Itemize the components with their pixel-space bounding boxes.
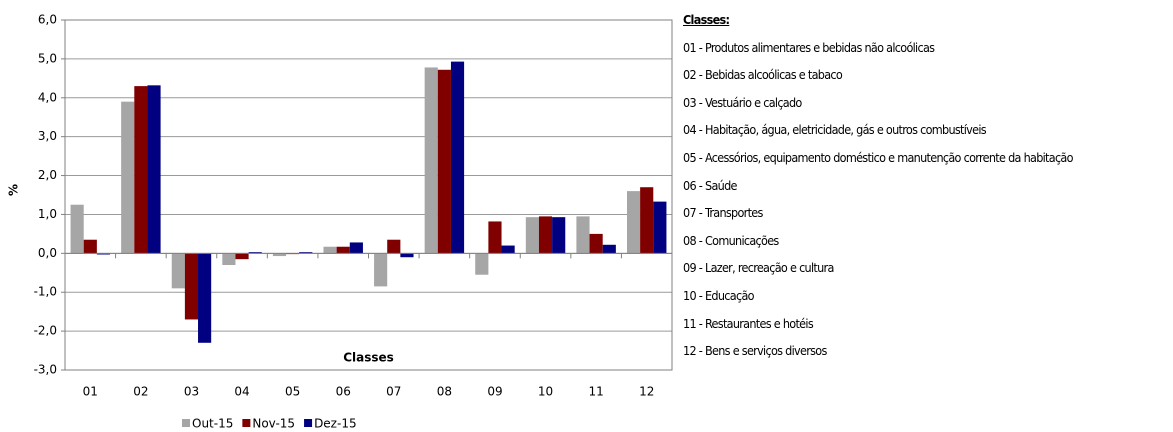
y-tick-label: 3,0 [38, 129, 57, 143]
y-tick-label: -3,0 [34, 363, 57, 377]
bar [184, 253, 199, 320]
class-item: 11 - Restaurantes e hotéis [683, 315, 814, 331]
legend-label: Out-15 [192, 417, 233, 431]
y-tick-label: 6,0 [38, 13, 57, 27]
class-item: 03 - Vestuário e calçado [683, 94, 802, 110]
bar [626, 191, 641, 254]
y-tick-label: 0,0 [38, 246, 57, 260]
bar [374, 253, 388, 287]
classes-panel: Classes: 01 - Produtos alimentares e beb… [683, 6, 1171, 365]
bar [235, 253, 249, 260]
x-tick-label: 06 [336, 385, 351, 399]
bar [400, 253, 414, 258]
y-tick-label: -1,0 [34, 285, 57, 299]
x-tick-label: 01 [83, 385, 98, 399]
x-tick-label: 05 [285, 385, 300, 399]
y-tick-label: 4,0 [38, 90, 57, 104]
x-tick-label: 12 [639, 385, 654, 399]
bar [272, 253, 287, 257]
bar [299, 252, 313, 254]
bar [121, 101, 135, 254]
chart: % -3,0 -2,0 -1,0 0,0 1,0 2,0 3,0 4,0 5,0 6,0 01 02 0… [7, 13, 673, 431]
bar [602, 244, 616, 254]
bar [525, 217, 539, 254]
bar [134, 86, 148, 254]
bar [171, 253, 185, 289]
x-tick-label: 04 [234, 385, 249, 399]
bar [475, 253, 489, 275]
y-tick-label: 1,0 [38, 207, 57, 221]
class-item: 02 - Bebidas alcoólicas e tabaco [683, 67, 843, 83]
legend-swatch [242, 419, 251, 427]
y-tick-label: 2,0 [38, 168, 57, 182]
x-tick-label: 08 [437, 385, 452, 399]
class-item: 09 - Lazer, recreação e cultura [683, 260, 834, 276]
bar [323, 246, 337, 254]
x-tick-label: 02 [133, 385, 148, 399]
bar [576, 216, 590, 254]
bar [640, 187, 654, 254]
class-item: 01 - Produtos alimentares e bebidas não … [683, 39, 935, 55]
bar [83, 239, 97, 254]
x-tick-label: 07 [386, 385, 401, 399]
bar [70, 204, 84, 254]
y-tick-label: 5,0 [38, 51, 57, 65]
plot-border [64, 19, 673, 371]
x-axis-label: Classes [343, 351, 394, 365]
legend-swatch [304, 419, 313, 427]
x-tick-label: 09 [487, 385, 502, 399]
bar [552, 217, 566, 254]
class-item: 07 - Transportes [683, 205, 763, 221]
bar [501, 245, 515, 254]
bar [96, 253, 111, 255]
x-tick-label: 11 [588, 385, 603, 399]
x-tick-label: 03 [184, 385, 199, 399]
classes-title: Classes: [683, 12, 730, 27]
bar [424, 67, 438, 254]
bar [437, 69, 451, 254]
y-tick-label: -2,0 [34, 324, 57, 338]
class-item: 04 - Habitação, água, eletricidade, gás … [683, 122, 987, 138]
class-item: 06 - Saúde [683, 177, 737, 193]
bar [198, 253, 212, 343]
bar [222, 253, 236, 265]
class-item: 12 - Bens e serviços diversos [683, 343, 827, 359]
legend-swatch [182, 419, 190, 427]
bar [589, 233, 603, 254]
x-tick-label: 10 [538, 385, 553, 399]
bar [349, 242, 363, 254]
bar [248, 252, 262, 254]
bar [387, 239, 401, 254]
bar [538, 216, 553, 254]
bar [450, 61, 465, 254]
class-item: 05 - Acessórios, equipamento doméstico e… [683, 149, 1074, 165]
class-item: 08 - Comunicações [683, 232, 779, 248]
class-item: 10 - Educação [683, 287, 755, 303]
bar [336, 246, 350, 254]
y-axis-label: % [7, 184, 21, 196]
bar [147, 85, 161, 254]
legend-label: Dez-15 [314, 417, 357, 431]
bar [488, 221, 502, 254]
legend-label: Nov-15 [252, 417, 295, 431]
bar [653, 201, 667, 254]
